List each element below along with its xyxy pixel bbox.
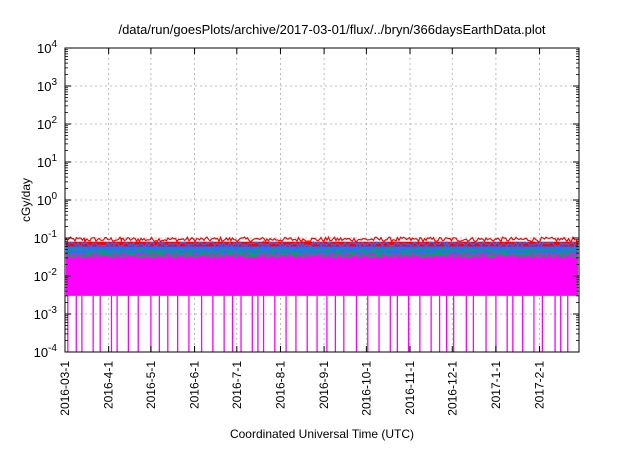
series-line	[65, 247, 578, 255]
x-tick-label: 2017-2-1	[533, 361, 547, 409]
y-tick-label: 104	[37, 39, 57, 56]
series-3	[65, 251, 579, 352]
x-tick-label: 2016-12-1	[445, 361, 459, 416]
x-tick-label: 2016-7-1	[230, 361, 244, 409]
series-2	[65, 247, 578, 261]
y-tick-label: 100	[37, 191, 57, 208]
x-tick-label: 2016-9-1	[317, 361, 331, 409]
y-tick-label: 101	[37, 153, 57, 170]
y-tick-label: 10-2	[34, 267, 58, 284]
x-tick-label: 2017-1-1	[489, 361, 503, 409]
series-0	[65, 235, 578, 250]
x-axis-label: Coordinated Universal Time (UTC)	[230, 427, 414, 441]
series-band	[66, 257, 578, 296]
x-tick-label: 2016-6-1	[188, 361, 202, 409]
x-tick-label: 2016-4-1	[102, 361, 116, 409]
series-line	[65, 235, 578, 243]
series-line	[65, 251, 579, 260]
series-line	[65, 240, 578, 249]
x-tick-label: 2016-03-1	[58, 361, 72, 416]
x-tick-label: 2016-10-1	[359, 361, 373, 416]
y-tick-label: 10-3	[34, 305, 58, 322]
x-tick-label: 2016-8-1	[273, 361, 287, 409]
y-axis-label: cGy/day	[19, 178, 33, 222]
y-tick-label: 103	[37, 77, 57, 94]
y-tick-label: 102	[37, 115, 57, 132]
x-tick-label: 2016-5-1	[144, 361, 158, 409]
series-band	[66, 253, 578, 261]
plot-area	[65, 48, 579, 352]
x-tick-label: 2016-11-1	[403, 361, 417, 415]
y-tick-label: 10-1	[34, 229, 58, 246]
series-band	[66, 241, 578, 250]
y-tick-label: 10-4	[34, 343, 58, 360]
y-axis: 10-4 10-3 10-2 10-1 100 101 102 103 104	[34, 39, 579, 360]
chart-title: /data/run/goesPlots/archive/2017-03-01/f…	[118, 22, 545, 37]
x-axis: 2016-03-1 2016-4-1 2016-5-1 2016-6-1 2016-7-…	[58, 48, 547, 416]
